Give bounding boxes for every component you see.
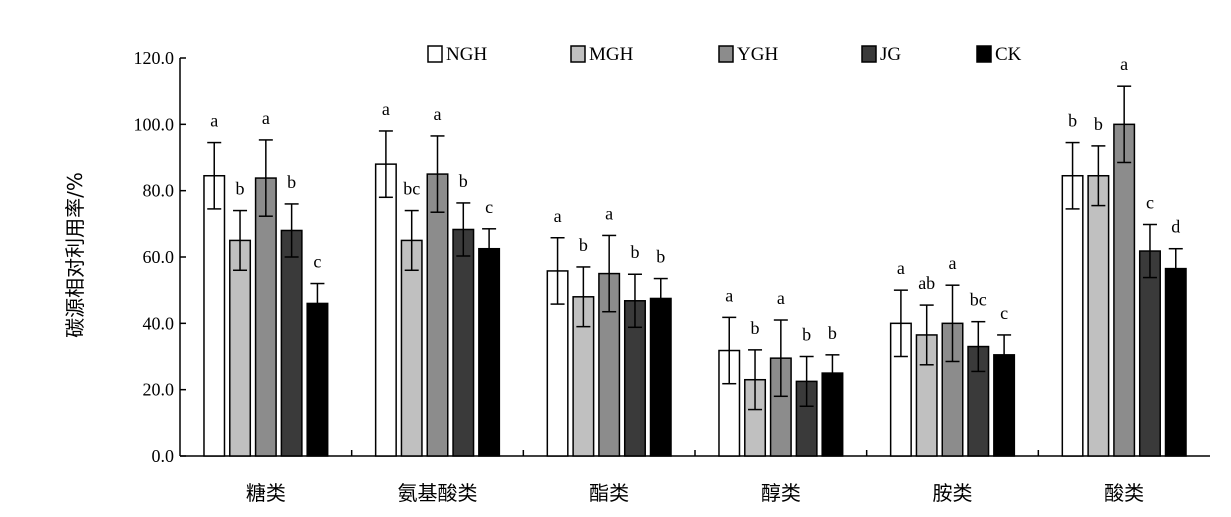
bar [280, 229, 303, 457]
significance-label: c [313, 252, 321, 272]
bar [452, 228, 475, 457]
significance-label: b [656, 247, 665, 267]
significance-label: a [777, 288, 785, 308]
bar [254, 177, 277, 457]
significance-label: d [1171, 217, 1180, 237]
significance-label: b [236, 179, 245, 199]
legend-swatch [861, 45, 877, 63]
y-tick-label: 20.0 [143, 380, 175, 400]
legend-label: JG [880, 44, 901, 65]
significance-label: b [1094, 114, 1103, 134]
y-tick-label: 60.0 [143, 247, 175, 267]
x-tick-label: 胺类 [933, 481, 973, 505]
x-tick-label: 酯类 [589, 481, 629, 505]
bar [649, 297, 672, 457]
legend-label: CK [995, 44, 1022, 65]
bar [1061, 174, 1084, 457]
bar [1164, 267, 1187, 457]
x-tick-label: 醇类 [761, 481, 801, 505]
bar [374, 163, 397, 457]
y-axis: 0.0 20.0 40.0 60.0 80.0 100.0 120.0 [134, 48, 186, 466]
significance-label: c [485, 197, 493, 217]
significance-label: a [949, 253, 957, 273]
significance-label: a [262, 108, 270, 128]
y-tick-label: 120.0 [134, 48, 175, 68]
significance-label: c [1146, 192, 1154, 212]
legend-swatch [718, 45, 734, 63]
significance-label: a [1120, 54, 1128, 74]
significance-label: b [287, 172, 296, 192]
bar [400, 239, 423, 457]
bar [1087, 174, 1110, 457]
significance-label: b [1068, 111, 1077, 131]
bar [426, 173, 449, 457]
x-axis: 糖类 氨基酸类 酯类 醇类 胺类 酸类 [180, 450, 1210, 505]
significance-label: a [897, 258, 905, 278]
significance-label: b [459, 171, 468, 191]
x-tick-label: 糖类 [246, 481, 286, 505]
y-axis-label: 碳源相对利用率/% [63, 172, 87, 338]
significance-label: a [725, 285, 733, 305]
y-tick-label: 0.0 [152, 446, 175, 466]
bar [203, 174, 226, 457]
y-tick-label: 40.0 [143, 313, 175, 333]
significance-label: bc [970, 290, 987, 310]
bar [306, 302, 329, 457]
significance-label: b [802, 325, 811, 345]
legend-label: YGH [737, 44, 778, 65]
significance-label: b [579, 235, 588, 255]
significance-label: a [554, 206, 562, 226]
significance-label: a [382, 99, 390, 119]
x-tick-label: 酸类 [1104, 481, 1144, 505]
legend-swatch [570, 45, 586, 63]
bar [229, 239, 252, 457]
significance-label: c [1000, 303, 1008, 323]
y-tick-label: 100.0 [134, 114, 175, 134]
significance-label: b [630, 242, 639, 262]
bar [1113, 123, 1136, 457]
legend-swatch [976, 45, 992, 63]
x-tick-label: 氨基酸类 [398, 481, 478, 505]
significance-label: a [605, 203, 613, 223]
bar [1138, 250, 1161, 457]
legend-label: MGH [589, 44, 634, 65]
y-tick-label: 80.0 [143, 181, 175, 201]
legend: NGH MGH YGH JG CK [427, 44, 1022, 65]
significance-label: b [828, 323, 837, 343]
legend-swatch [427, 45, 443, 63]
significance-label: bc [403, 179, 420, 199]
significance-label: ab [918, 273, 935, 293]
bar [478, 247, 501, 457]
significance-label: a [434, 104, 442, 124]
legend-label: NGH [446, 44, 487, 65]
significance-label: a [210, 111, 218, 131]
significance-label: b [751, 318, 760, 338]
